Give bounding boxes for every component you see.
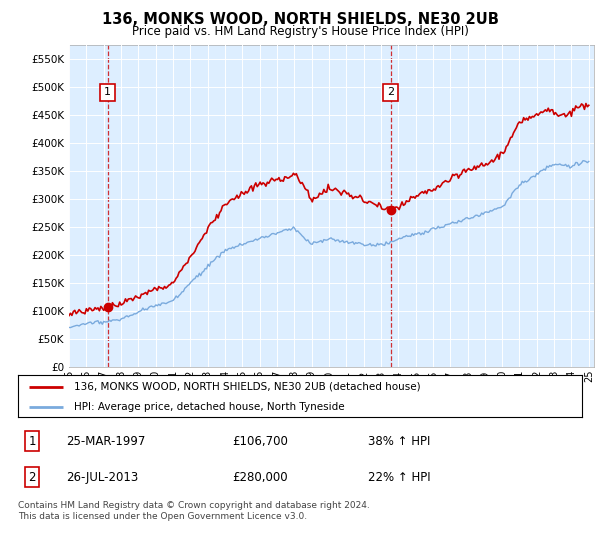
- Text: £280,000: £280,000: [232, 471, 288, 484]
- Text: 26-JUL-2013: 26-JUL-2013: [66, 471, 138, 484]
- Text: 1: 1: [28, 435, 36, 447]
- Text: Contains HM Land Registry data © Crown copyright and database right 2024.
This d: Contains HM Land Registry data © Crown c…: [18, 501, 370, 521]
- Text: £106,700: £106,700: [232, 435, 288, 447]
- Text: HPI: Average price, detached house, North Tyneside: HPI: Average price, detached house, Nort…: [74, 402, 345, 412]
- Text: Price paid vs. HM Land Registry's House Price Index (HPI): Price paid vs. HM Land Registry's House …: [131, 25, 469, 38]
- Text: 136, MONKS WOOD, NORTH SHIELDS, NE30 2UB: 136, MONKS WOOD, NORTH SHIELDS, NE30 2UB: [101, 12, 499, 27]
- Text: 2: 2: [28, 471, 36, 484]
- Text: 136, MONKS WOOD, NORTH SHIELDS, NE30 2UB (detached house): 136, MONKS WOOD, NORTH SHIELDS, NE30 2UB…: [74, 382, 421, 392]
- Text: 38% ↑ HPI: 38% ↑ HPI: [368, 435, 430, 447]
- Text: 25-MAR-1997: 25-MAR-1997: [66, 435, 145, 447]
- Text: 2: 2: [387, 87, 394, 97]
- Text: 22% ↑ HPI: 22% ↑ HPI: [368, 471, 430, 484]
- Text: 1: 1: [104, 87, 111, 97]
